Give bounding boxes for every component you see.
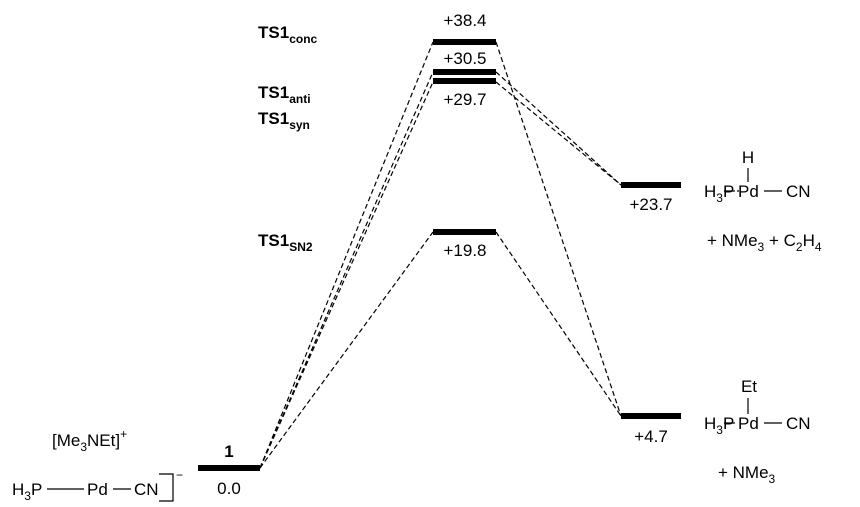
label-ts-anti: TS1anti	[258, 83, 311, 106]
hydride-byproducts: + NMe3 + C2H4	[707, 231, 822, 254]
label-ts-conc: TS1conc	[258, 23, 318, 46]
ethyl-byprod-nme: + NMe	[718, 463, 769, 482]
reactant-pd: Pd	[87, 480, 108, 499]
anion-h-sub: 3	[24, 489, 31, 503]
label-ts-sn2: TS1SN2	[258, 231, 313, 254]
byprod-c-sub: 2	[796, 240, 803, 254]
connector-1-to-ts-conc	[259, 41, 434, 469]
energy-levels	[198, 39, 681, 471]
connector-ts-anti-to-hydride	[495, 71, 622, 186]
anion-charge: −	[176, 468, 183, 482]
hydride-cn: CN	[786, 182, 811, 201]
connector-ts-sn2-to-ethyl	[495, 231, 622, 417]
ethyl-byproducts: + NMe3	[718, 463, 776, 486]
connector-1-to-ts-sn2	[259, 231, 434, 469]
cation-rest: NEt]	[87, 431, 120, 450]
hydride-h-sub: 3	[716, 191, 723, 205]
anion-p: P	[31, 480, 42, 499]
ethyl-top-et: Et	[741, 377, 757, 396]
reactant-cation: [Me3NEt]+	[52, 427, 127, 454]
hydride-h: H	[704, 182, 716, 201]
value-product-ethyl: +4.7	[634, 427, 668, 446]
ethyl-pd: Pd	[738, 414, 759, 433]
cation-charge: +	[120, 427, 127, 441]
value-ts-syn: +29.7	[443, 90, 486, 109]
connector-1-to-ts-anti	[259, 71, 434, 469]
label-ts-anti-main: TS1	[258, 83, 289, 102]
hydride-h3p: H3P	[704, 182, 734, 205]
connector-ts-conc-to-ethyl	[495, 41, 622, 417]
ethyl-h-sub: 3	[716, 423, 723, 437]
reactant-cn: CN	[134, 480, 159, 499]
connector-1-to-ts-syn	[259, 81, 434, 469]
anion-bracket	[159, 473, 174, 502]
byprod-h: H	[803, 231, 815, 250]
label-ts-syn-sub: syn	[289, 118, 310, 132]
value-ts-anti: +30.5	[443, 49, 486, 68]
byprod-nme-sub: 3	[758, 240, 765, 254]
reactant-structure: [Me3NEt]+ H3P Pd CN −	[12, 427, 183, 503]
ethyl-h: H	[704, 414, 716, 433]
cation-sub: 3	[80, 440, 87, 454]
hydride-top-h: H	[742, 148, 754, 167]
cation-me: [Me	[52, 431, 80, 450]
ethyl-byprod-sub: 3	[769, 472, 776, 486]
label-ts-conc-sub: conc	[289, 32, 317, 46]
value-ts-conc: +38.4	[443, 11, 486, 30]
product-hydride-structure: H H3P Pd CN + NMe3 + C2H4	[704, 148, 822, 254]
label-ts-sn2-main: TS1	[258, 231, 289, 250]
value-1: 0.0	[217, 479, 241, 498]
reactant-h3p: H3P	[12, 480, 42, 503]
value-product-hydride: +23.7	[629, 195, 672, 214]
value-ts-sn2: +19.8	[443, 241, 486, 260]
label-ts-syn-main: TS1	[258, 109, 289, 128]
connector-lines	[259, 41, 622, 469]
product-ethyl-structure: Et H3P Pd CN + NMe3	[704, 377, 811, 486]
connector-ts-syn-to-hydride	[495, 81, 622, 186]
byprod-nme: + NMe	[707, 231, 758, 250]
anion-h: H	[12, 480, 24, 499]
label-ts-conc-main: TS1	[258, 23, 289, 42]
hydride-pd: Pd	[738, 182, 759, 201]
label-1: 1	[224, 442, 233, 461]
ethyl-h3p: H3P	[704, 414, 734, 437]
ethyl-cn: CN	[786, 414, 811, 433]
label-ts-sn2-sub: SN2	[289, 240, 313, 254]
label-ts-anti-sub: anti	[289, 92, 310, 106]
label-ts-syn: TS1syn	[258, 109, 310, 132]
byprod-h-sub: 4	[815, 240, 822, 254]
byprod-c: + C	[764, 231, 796, 250]
